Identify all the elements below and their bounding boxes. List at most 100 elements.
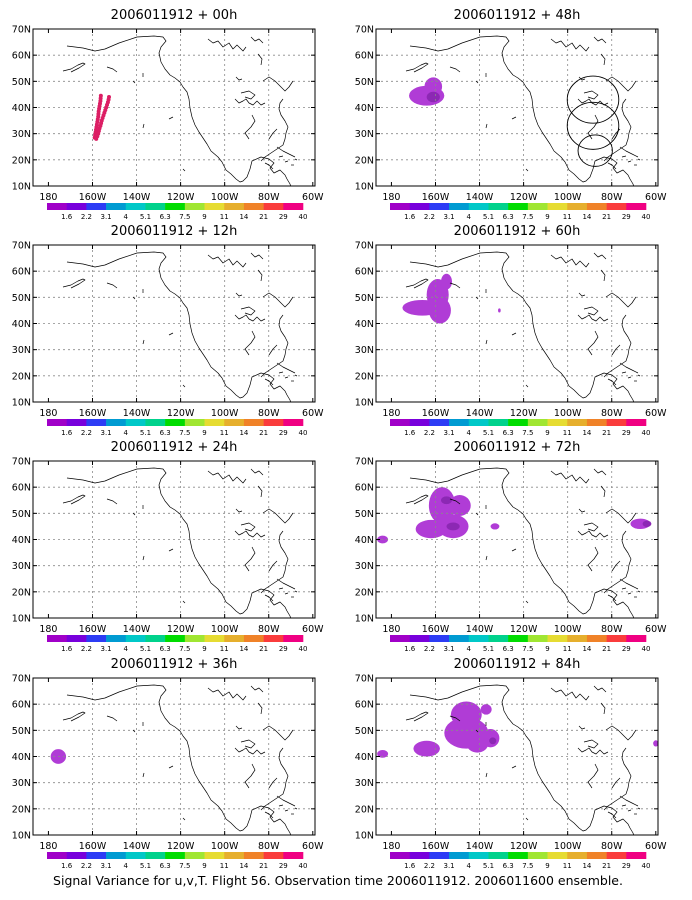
- color-bar-swatch: [586, 203, 607, 210]
- color-bar-swatch: [547, 635, 568, 642]
- lon-label: 180: [39, 408, 57, 419]
- color-bar-swatch: [488, 852, 509, 859]
- lon-label: 120W: [167, 624, 195, 635]
- color-bar-swatch: [47, 635, 67, 642]
- lon-label: 80W: [601, 841, 623, 852]
- lon-label: 100W: [211, 624, 239, 635]
- lat-label: 10N: [355, 614, 374, 625]
- color-bar-swatch: [606, 203, 627, 210]
- color-bar-label: 9: [545, 429, 549, 437]
- lat-label: 50N: [355, 509, 374, 520]
- panel-title: 2006011912 + 12h: [111, 224, 238, 239]
- color-bar-label: 29: [622, 213, 631, 221]
- lat-label: 10N: [355, 831, 374, 842]
- variance-contour-blob: [424, 77, 443, 96]
- color-bar-label: 11: [563, 645, 572, 653]
- color-bar-swatch: [106, 852, 127, 859]
- lat-label: 10N: [355, 182, 374, 193]
- color-bar-label: 3.1: [101, 213, 112, 221]
- lat-label: 30N: [12, 345, 31, 356]
- color-bar-label: 3.1: [101, 645, 112, 653]
- color-bar-label: 4: [467, 429, 472, 437]
- lon-label: 60W: [302, 408, 324, 419]
- color-bar-label: 14: [582, 862, 591, 870]
- map-panel-p72: 2006011912 + 72h 10N 20N 30N 40N 50N 60N 70N 180…: [355, 440, 667, 653]
- lon-label: 140W: [123, 841, 151, 852]
- lat-label: 50N: [12, 77, 31, 88]
- color-bar-label: 40: [642, 645, 651, 653]
- lon-label: 120W: [510, 408, 538, 419]
- color-bar-label: 21: [602, 645, 611, 653]
- lon-label: 80W: [258, 841, 280, 852]
- color-bar-label: 11: [563, 213, 572, 221]
- map-panel-p84: 2006011912 + 84h 10N 20N 30N 40N 50N 60N 70N 180…: [355, 657, 667, 870]
- color-bar-swatch: [224, 203, 245, 210]
- variance-contour-blob: [490, 523, 500, 530]
- color-bar-swatch: [66, 635, 87, 642]
- panel-title: 2006011912 + 72h: [454, 440, 581, 455]
- lon-label: 120W: [510, 624, 538, 635]
- lat-label: 20N: [355, 371, 374, 382]
- color-bar: 1.6 2.2 3.1 4 5.1 6.3 7.5 9 11 14 21 29 40: [390, 419, 650, 437]
- color-bar-label: 3.1: [444, 213, 455, 221]
- color-bar-swatch: [547, 419, 568, 426]
- lon-label: 180: [382, 841, 400, 852]
- lon-label: 100W: [211, 192, 239, 203]
- lon-label: 100W: [554, 841, 582, 852]
- lon-label: 140W: [123, 624, 151, 635]
- color-bar-label: 29: [622, 429, 631, 437]
- color-bar-label: 5.1: [140, 213, 151, 221]
- color-bar-label: 7.5: [522, 213, 533, 221]
- lon-label: 140W: [123, 408, 151, 419]
- color-bar-label: 9: [202, 645, 206, 653]
- color-bar-swatch: [606, 419, 627, 426]
- color-bar-label: 9: [202, 862, 206, 870]
- color-bar-swatch: [283, 635, 304, 642]
- color-bar-label: 1.6: [404, 213, 416, 221]
- map-content: [33, 29, 315, 186]
- color-bar-swatch: [283, 852, 304, 859]
- color-bar-swatch: [626, 419, 647, 426]
- color-bar-swatch: [508, 203, 529, 210]
- color-bar-swatch: [449, 635, 470, 642]
- color-bar-label: 9: [545, 862, 549, 870]
- lon-label: 120W: [167, 841, 195, 852]
- map-content: [376, 29, 658, 186]
- lon-label: 100W: [554, 192, 582, 203]
- map-content: [376, 245, 658, 402]
- variance-contour-blob: [642, 520, 652, 527]
- lat-label: 70N: [355, 674, 374, 685]
- color-bar-label: 40: [299, 862, 308, 870]
- panel-title: 2006011912 + 48h: [454, 8, 581, 23]
- color-bar-label: 5.1: [140, 862, 151, 870]
- color-bar-swatch: [429, 419, 450, 426]
- color-bar-swatch: [224, 419, 245, 426]
- color-bar-label: 9: [545, 213, 549, 221]
- color-bar-label: 11: [220, 645, 229, 653]
- lon-label: 180: [39, 624, 57, 635]
- lon-label: 180: [382, 408, 400, 419]
- color-bar-swatch: [165, 635, 186, 642]
- color-bar: 1.6 2.2 3.1 4 5.1 6.3 7.5 9 11 14 21 29 40: [390, 852, 650, 870]
- color-bar-label: 11: [220, 213, 229, 221]
- lon-label: 80W: [258, 192, 280, 203]
- lon-label: 80W: [601, 192, 623, 203]
- color-bar-swatch: [165, 419, 186, 426]
- lon-label: 180: [39, 192, 57, 203]
- lon-label: 100W: [554, 624, 582, 635]
- color-bar-label: 3.1: [101, 429, 112, 437]
- lat-label: 40N: [355, 103, 374, 114]
- color-bar-label: 21: [259, 645, 268, 653]
- color-bar-label: 21: [602, 862, 611, 870]
- map-panel-p36: 2006011912 + 36h 10N 20N 30N 40N 50N 60N 70N 180…: [12, 657, 324, 870]
- color-bar-label: 21: [259, 862, 268, 870]
- color-bar-label: 2.2: [424, 862, 435, 870]
- color-bar-label: 29: [279, 429, 288, 437]
- lon-label: 60W: [645, 841, 667, 852]
- panel-title: 2006011912 + 84h: [454, 657, 581, 672]
- lat-label: 20N: [355, 804, 374, 815]
- variance-contour-blob: [480, 704, 492, 715]
- color-bar-label: 14: [239, 862, 248, 870]
- color-bar-label: 6.3: [160, 429, 171, 437]
